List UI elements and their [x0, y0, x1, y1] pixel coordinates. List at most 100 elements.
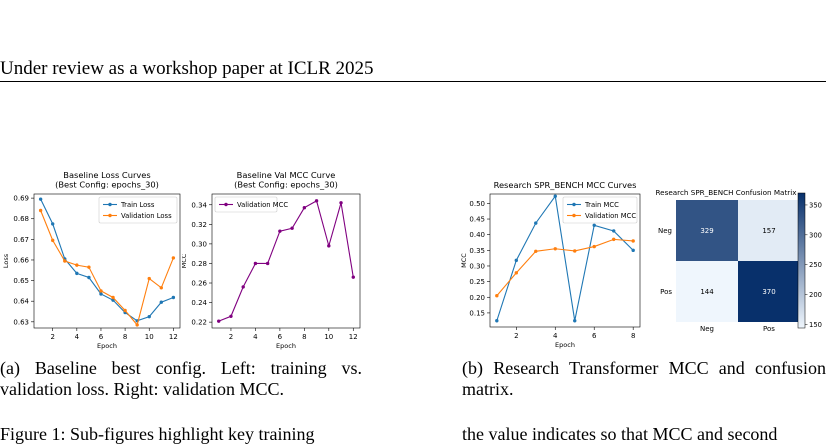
- col-label: Pos: [763, 325, 775, 333]
- chart-title: Research SPR_BENCH Confusion Matrix: [656, 188, 798, 197]
- legend-box: [562, 196, 638, 224]
- data-point: [38, 197, 43, 201]
- col-label: Neg: [700, 325, 714, 333]
- y-tick-label: 0.50: [469, 200, 485, 208]
- legend-label: Validation MCC: [585, 212, 636, 220]
- chart-title: Research SPR_BENCH MCC Curves: [494, 180, 637, 190]
- y-tick-label: 0.63: [13, 318, 29, 326]
- data-point: [339, 201, 343, 205]
- legend-label: Validation Loss: [121, 212, 172, 220]
- heatmap-cell: [676, 261, 738, 322]
- data-point: [38, 208, 43, 213]
- chart-title: Baseline Val MCC Curve: [237, 170, 336, 180]
- series-line: [496, 238, 634, 297]
- data-point: [75, 263, 79, 267]
- data-point: [631, 248, 635, 253]
- data-point: [327, 244, 331, 248]
- legend-marker: [108, 202, 112, 207]
- data-point: [111, 295, 115, 300]
- data-point: [135, 323, 139, 327]
- y-tick-label: 0.28: [191, 260, 207, 268]
- data-point: [159, 300, 163, 304]
- legend-label: Train Loss: [120, 201, 155, 209]
- heatmap-cell: [676, 200, 738, 261]
- x-tick-label: 6: [278, 333, 283, 341]
- y-tick-label: 0.40: [469, 231, 485, 239]
- y-axis-label: MCC: [182, 253, 188, 268]
- caption-b: (b) Research Transformer MCC and confusi…: [462, 358, 826, 399]
- cell-value: 144: [700, 288, 714, 296]
- header-rule: [0, 81, 826, 82]
- heatmap-cell: [738, 200, 800, 261]
- x-tick-label: 10: [324, 333, 333, 341]
- y-tick-label: 0.30: [191, 240, 207, 248]
- data-point: [553, 194, 557, 198]
- x-tick-label: 10: [145, 333, 154, 341]
- chart-title: Baseline Loss Curves: [63, 170, 150, 180]
- legend-marker: [572, 202, 576, 207]
- x-tick-label: 8: [302, 333, 306, 341]
- data-point: [495, 294, 499, 298]
- x-tick-label: 8: [123, 333, 127, 341]
- plot-frame: [33, 193, 181, 329]
- x-tick-label: 12: [349, 333, 358, 341]
- data-point: [534, 221, 538, 225]
- y-tick-label: 0.34: [191, 201, 207, 209]
- data-point: [229, 314, 233, 318]
- baseline-val-mcc-chart: Baseline Val MCC Curve(Best Config: epoc…: [182, 170, 361, 350]
- data-point: [553, 247, 557, 251]
- y-tick-label: 0.69: [13, 195, 29, 203]
- data-point: [514, 258, 518, 263]
- heatmap-cell: [738, 261, 800, 322]
- x-tick-label: 2: [514, 332, 518, 340]
- row-label: Pos: [660, 288, 672, 296]
- series-line: [496, 194, 634, 321]
- plot-frame: [211, 193, 361, 329]
- row-label: Neg: [658, 227, 672, 235]
- data-point: [253, 261, 258, 266]
- chart-title-line2: (Best Config: epochs_30): [55, 180, 159, 190]
- data-point: [99, 292, 103, 296]
- colorbar-tick-label: 250: [809, 261, 822, 269]
- y-tick-label: 0.45: [469, 216, 485, 224]
- legend-marker: [572, 213, 576, 218]
- running-header: Under review as a workshop paper at ICLR…: [0, 58, 374, 79]
- data-point: [111, 298, 115, 302]
- colorbar-tick-label: 150: [809, 321, 822, 329]
- y-axis-label: MCC: [460, 253, 468, 268]
- data-point: [302, 205, 307, 210]
- colorbar-tick-label: 300: [809, 231, 822, 239]
- data-point: [573, 319, 577, 323]
- data-point: [573, 249, 577, 253]
- plot-frame: [489, 193, 641, 328]
- data-point: [241, 285, 245, 289]
- series-line: [218, 200, 354, 322]
- data-point: [534, 249, 538, 253]
- data-point: [147, 314, 151, 319]
- legend-box: [98, 196, 178, 224]
- data-point: [592, 223, 596, 227]
- data-point: [75, 271, 79, 276]
- data-point: [51, 238, 55, 243]
- legend-label: Validation MCC: [237, 201, 288, 209]
- colorbar-tick-label: 200: [809, 291, 822, 299]
- data-point: [290, 226, 294, 230]
- data-point: [217, 319, 221, 323]
- x-tick-label: 2: [50, 333, 54, 341]
- y-tick-label: 0.32: [191, 221, 207, 229]
- figure-caption-fragment-left: Figure 1: Sub-figures highlight key trai…: [0, 424, 315, 444]
- y-tick-label: 0.67: [13, 236, 29, 244]
- data-point: [612, 237, 616, 242]
- research-mcc-chart: Research SPR_BENCH MCC Curves 2 4 6 8 0.15 0.2…: [460, 180, 641, 349]
- y-tick-label: 0.20: [469, 294, 485, 302]
- data-point: [495, 319, 499, 323]
- x-tick-label: 12: [169, 333, 178, 341]
- data-point: [87, 275, 91, 280]
- series-line: [40, 210, 174, 327]
- data-point: [87, 265, 91, 269]
- y-tick-label: 0.35: [469, 247, 485, 255]
- x-tick-label: 2: [229, 333, 233, 341]
- y-tick-label: 0.66: [13, 256, 29, 264]
- data-point: [159, 286, 163, 290]
- caption-a: (a) Baseline best config. Left: training…: [0, 358, 362, 399]
